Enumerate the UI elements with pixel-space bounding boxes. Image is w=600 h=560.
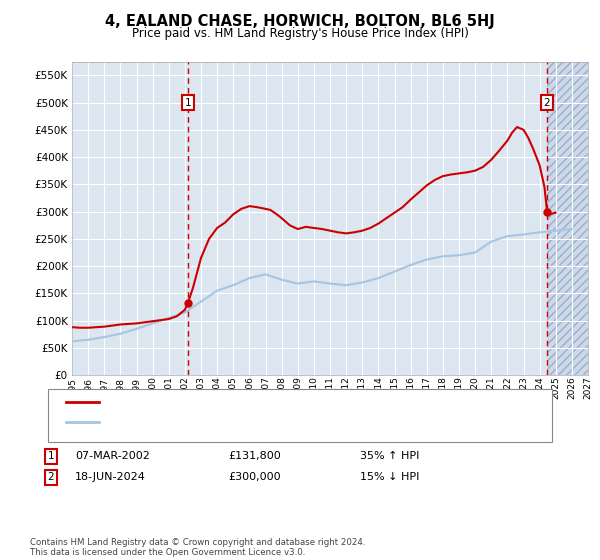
Text: 1: 1 bbox=[184, 97, 191, 108]
Text: 2: 2 bbox=[47, 472, 55, 482]
Bar bbox=[547, 62, 588, 375]
Text: £300,000: £300,000 bbox=[228, 472, 281, 482]
Text: 4, EALAND CHASE, HORWICH, BOLTON, BL6 5HJ (detached house): 4, EALAND CHASE, HORWICH, BOLTON, BL6 5H… bbox=[105, 396, 447, 407]
Text: Price paid vs. HM Land Registry's House Price Index (HPI): Price paid vs. HM Land Registry's House … bbox=[131, 27, 469, 40]
Text: 2: 2 bbox=[544, 97, 550, 108]
Text: HPI: Average price, detached house, Bolton: HPI: Average price, detached house, Bolt… bbox=[105, 417, 331, 427]
Text: £131,800: £131,800 bbox=[228, 451, 281, 461]
Text: 15% ↓ HPI: 15% ↓ HPI bbox=[360, 472, 419, 482]
Text: 1: 1 bbox=[47, 451, 55, 461]
Text: Contains HM Land Registry data © Crown copyright and database right 2024.
This d: Contains HM Land Registry data © Crown c… bbox=[30, 538, 365, 557]
Text: 4, EALAND CHASE, HORWICH, BOLTON, BL6 5HJ: 4, EALAND CHASE, HORWICH, BOLTON, BL6 5H… bbox=[105, 14, 495, 29]
Text: 18-JUN-2024: 18-JUN-2024 bbox=[75, 472, 146, 482]
Text: 35% ↑ HPI: 35% ↑ HPI bbox=[360, 451, 419, 461]
Text: 07-MAR-2002: 07-MAR-2002 bbox=[75, 451, 150, 461]
